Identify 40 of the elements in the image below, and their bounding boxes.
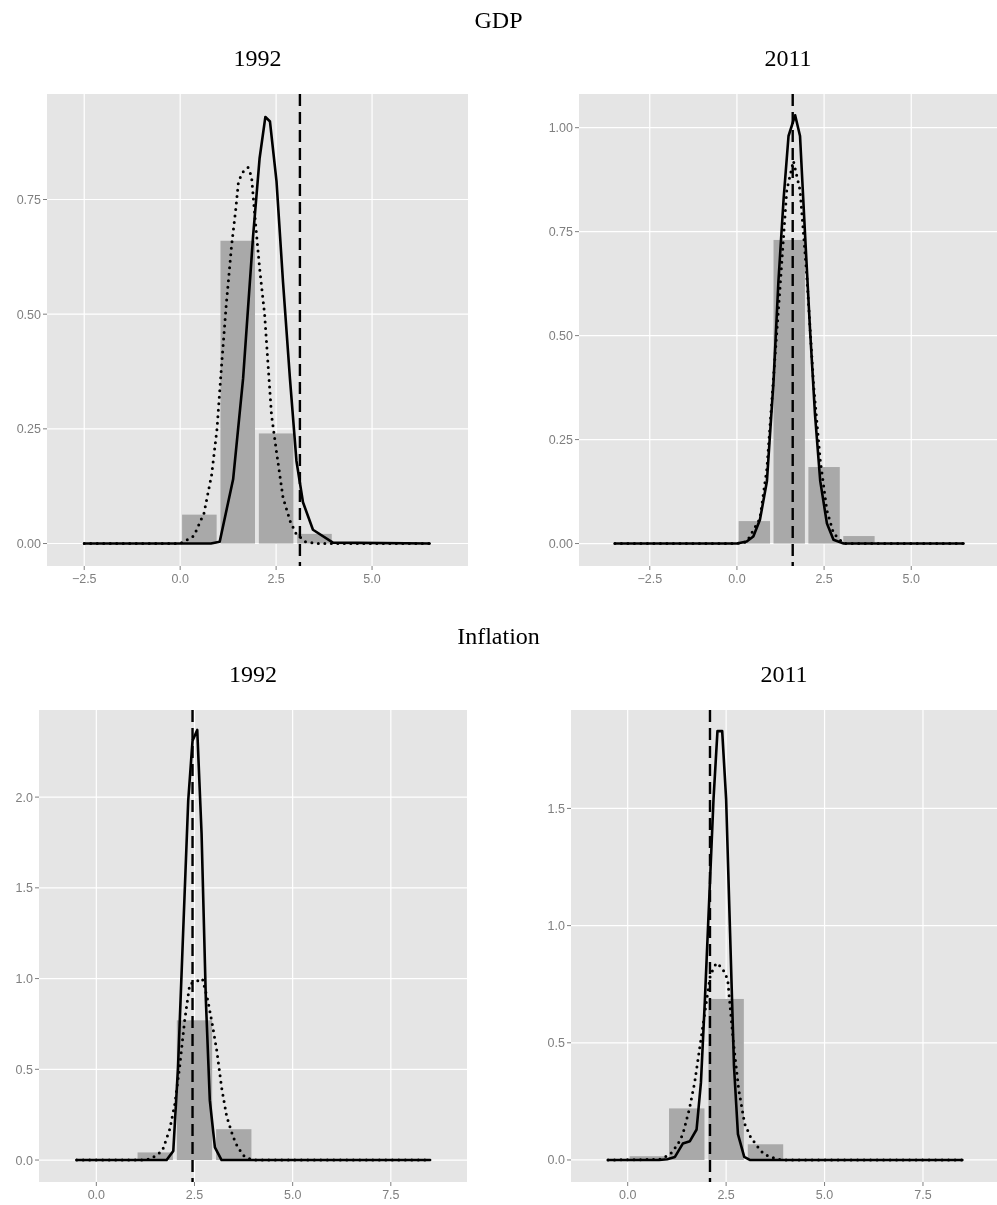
x-tick-label: 0.0 [728, 572, 746, 586]
x-tick-label: 2.5 [267, 572, 285, 586]
text: GDP [474, 7, 523, 33]
chart-title: 1992 [233, 45, 282, 71]
x-tick-label: 5.0 [902, 572, 920, 586]
x-tick-label: 0.0 [87, 1188, 106, 1202]
y-tick-label: 0.25 [16, 422, 42, 437]
text: Inflation [457, 623, 540, 649]
y-tick-label: 0.5 [15, 1062, 34, 1077]
x-tick-label: −2.5 [71, 572, 97, 586]
y-tick-label: 0.0 [547, 1153, 566, 1168]
x-tick-label: 2.5 [815, 572, 833, 586]
x-tick-label: 0.0 [171, 572, 189, 586]
y-tick-label: 1.0 [15, 972, 34, 987]
x-tick-label: 0.0 [619, 1188, 637, 1202]
y-tick-label: 1.0 [547, 919, 566, 934]
y-tick-label: 1.00 [548, 121, 574, 136]
y-tick-label: 0.50 [548, 329, 574, 344]
chart-title: 2011 [760, 661, 808, 687]
y-tick-label: 0.25 [548, 433, 574, 448]
y-tick-label: 0.75 [16, 193, 42, 207]
y-tick-label: 0.50 [16, 307, 42, 322]
y-tick-label: 0.75 [548, 225, 574, 240]
chart-title: 1992 [229, 661, 277, 687]
y-tick-label: 0.00 [16, 537, 42, 552]
x-tick-label: 5.0 [283, 1188, 302, 1202]
x-tick-label: 2.5 [717, 1188, 735, 1202]
y-tick-label: 1.5 [15, 881, 34, 896]
y-tick-label: 0.0 [15, 1153, 34, 1168]
x-tick-label: 5.0 [363, 572, 381, 586]
x-tick-label: 2.5 [185, 1188, 204, 1202]
chart-title: 2011 [764, 45, 812, 71]
y-tick-label: 1.5 [547, 801, 566, 816]
y-tick-label: 0.5 [547, 1036, 566, 1051]
x-tick-label: 7.5 [382, 1188, 400, 1202]
x-tick-label: −2.5 [637, 572, 663, 586]
y-tick-label: 2.0 [15, 790, 34, 805]
y-tick-label: 0.00 [548, 537, 574, 552]
x-tick-label: 7.5 [914, 1188, 932, 1202]
x-tick-label: 5.0 [815, 1188, 834, 1202]
